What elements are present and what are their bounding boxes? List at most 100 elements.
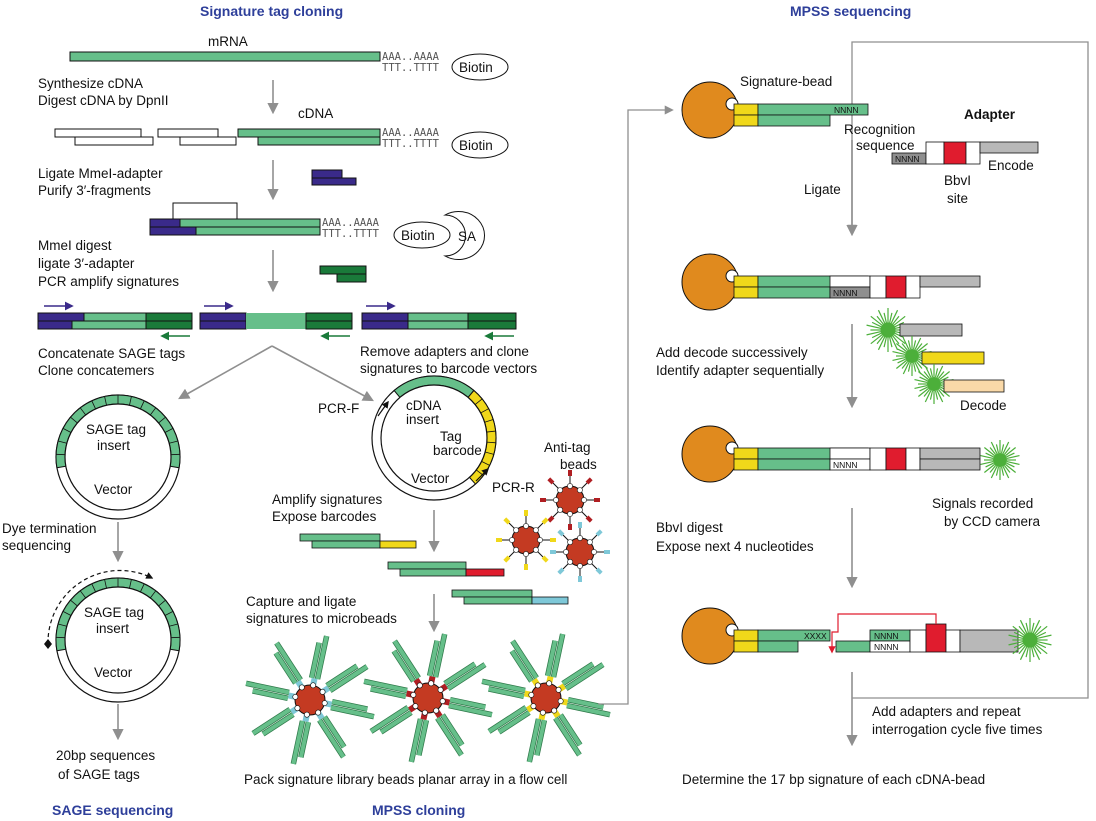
amp1-top xyxy=(299,533,381,542)
ray xyxy=(895,359,907,369)
starburst-signal xyxy=(980,440,1020,480)
pcr3-dkgreen-top xyxy=(467,312,517,322)
strand-a xyxy=(433,633,447,678)
bead-node xyxy=(532,527,539,534)
tick xyxy=(79,590,87,599)
ray xyxy=(892,350,906,356)
tick xyxy=(104,579,107,589)
add-decode-text: Add decode successively xyxy=(656,345,808,360)
sage-concatenate: Concatenate SAGE tags xyxy=(38,346,185,361)
bv-vector-label: Vector xyxy=(411,471,450,486)
add-adapters-repeat: Add adapters and repeat xyxy=(872,704,1021,719)
ray xyxy=(1006,462,1015,468)
cdna-biotin-oval xyxy=(451,131,509,159)
ray xyxy=(866,324,881,329)
spoke-tip xyxy=(541,517,549,525)
amp2-bottom xyxy=(399,568,467,577)
tick xyxy=(158,599,166,607)
ray xyxy=(895,343,907,353)
tick xyxy=(485,451,494,455)
bead-node xyxy=(530,703,537,710)
strand-b xyxy=(325,664,359,688)
decode-probe-peach xyxy=(943,379,1005,393)
strand-b xyxy=(558,713,582,747)
3-adapter-top xyxy=(319,265,367,275)
adapter-bbvi-red xyxy=(943,141,967,165)
ray xyxy=(1013,631,1024,638)
pcr2-purple-bottom xyxy=(199,320,247,330)
bead-node xyxy=(534,682,541,689)
ray xyxy=(892,356,906,362)
ray xyxy=(919,376,928,382)
bead-node xyxy=(576,506,583,513)
remove-adapters-text: Remove adapters and clone xyxy=(360,344,529,359)
ray xyxy=(1037,634,1052,639)
fragment-2a xyxy=(157,128,219,138)
pcr1-green-top xyxy=(83,312,147,322)
barcode-block xyxy=(733,114,759,127)
ray xyxy=(871,321,882,328)
ccd-camera: by CCD camera xyxy=(944,514,1041,529)
tick xyxy=(149,407,157,416)
ray xyxy=(1002,441,1010,454)
adapter-gray-top xyxy=(919,447,981,460)
signature-bead-label: Signature-bead xyxy=(740,74,832,89)
title-sage-sequencing: SAGE sequencing xyxy=(52,802,173,818)
signal-core xyxy=(927,377,941,391)
tick xyxy=(70,599,78,607)
bead-node xyxy=(553,497,559,503)
strand-b xyxy=(440,713,464,747)
ray xyxy=(1018,645,1026,655)
amp2-top xyxy=(387,561,467,570)
amplify-signatures: Amplify signatures xyxy=(272,492,383,507)
adapter-red xyxy=(885,275,907,299)
ray xyxy=(892,315,900,325)
strand-a xyxy=(527,718,541,763)
ray xyxy=(912,340,917,350)
spoke-tip xyxy=(585,477,593,485)
adapter-red xyxy=(925,623,947,653)
step-purify-fragments: Purify 3′-fragments xyxy=(38,183,151,198)
signature-end-text: NNNN xyxy=(834,105,859,115)
strand-a xyxy=(446,662,487,691)
mrna-strand xyxy=(69,51,381,62)
ligated-biotin-label: Biotin xyxy=(401,228,435,243)
ray xyxy=(890,336,899,351)
ray xyxy=(1003,447,1011,455)
ray xyxy=(1000,466,1005,476)
adapter-white xyxy=(869,447,887,471)
microbead-yellow xyxy=(481,633,611,763)
ray xyxy=(894,321,905,328)
bv-cdna-label-2: insert xyxy=(406,412,439,427)
tick xyxy=(480,408,489,414)
amp1-bottom xyxy=(311,540,381,549)
bead-node xyxy=(513,527,520,534)
fragment-2b xyxy=(179,136,237,146)
ray xyxy=(870,315,883,326)
strand-b xyxy=(510,649,534,683)
microbead-red xyxy=(363,633,493,763)
amp2-red xyxy=(465,568,505,577)
tick xyxy=(129,396,132,406)
mmei-adapter-bottom xyxy=(311,177,357,186)
bead-node xyxy=(294,705,301,712)
bead-node xyxy=(557,698,564,705)
signature-bottom xyxy=(757,458,831,471)
ray xyxy=(907,340,912,350)
tick xyxy=(91,583,96,593)
bead-node xyxy=(551,707,558,714)
tick xyxy=(158,416,166,424)
tick xyxy=(484,419,494,423)
strand-b xyxy=(488,686,525,699)
ray xyxy=(876,335,884,345)
spoke-tip xyxy=(503,517,511,525)
title-signature-tag-cloning: Signature tag cloning xyxy=(200,3,343,19)
ray xyxy=(866,331,881,336)
adapter-top-white xyxy=(829,275,871,288)
adapter-nnnn-text: NNNN xyxy=(895,154,920,164)
polyt-tail: TTT..TTTT xyxy=(382,62,440,74)
ray xyxy=(937,371,945,379)
strand-a xyxy=(392,639,421,680)
ray xyxy=(893,315,906,326)
